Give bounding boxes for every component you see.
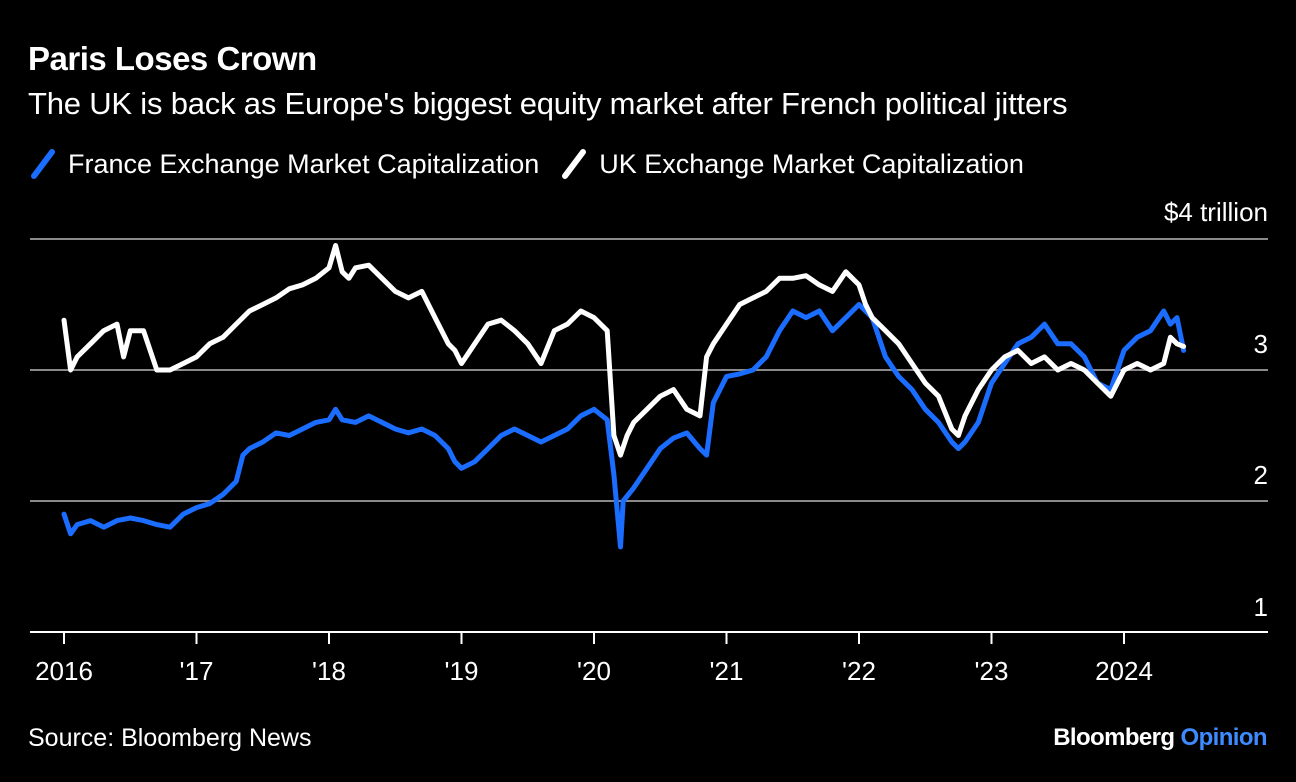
legend-swatch-uk [562, 149, 587, 179]
chart-title: Paris Loses Crown [28, 40, 317, 77]
y-tick-label-1: 1 [1254, 592, 1268, 622]
series-line-uk [61, 243, 1187, 458]
legend-item-uk: UK Exchange Market Capitalization [561, 148, 1024, 180]
y-tick-label-2: 2 [1254, 460, 1268, 490]
x-tick-label-2024: 2024 [1095, 656, 1153, 686]
x-tick-label-2017: '17 [180, 656, 214, 686]
legend-label-uk: UK Exchange Market Capitalization [599, 148, 1024, 179]
legend-label-france: France Exchange Market Capitalization [68, 148, 540, 179]
y-tick-label-4: $4 trillion [1164, 197, 1268, 227]
x-tick-label-2019: '19 [445, 656, 479, 686]
bloomberg-opinion-logo: Bloomberg Opinion [1053, 724, 1267, 752]
x-tick-label-2020: '20 [577, 656, 611, 686]
brand-name: Bloomberg [1053, 724, 1175, 751]
legend-swatch-france [31, 149, 55, 179]
chart-subtitle: The UK is back as Europe's biggest equit… [28, 86, 1068, 121]
x-tick-label-2022: '22 [842, 656, 876, 686]
legend: France Exchange Market Capitalization UK… [30, 148, 1046, 180]
x-tick-label-2018: '18 [312, 656, 346, 686]
x-tick-label-2023: '23 [975, 656, 1009, 686]
y-tick-label-3: 3 [1254, 329, 1268, 359]
x-tick-label-2016: 2016 [35, 656, 93, 686]
brand-suffix: Opinion [1180, 724, 1268, 751]
source-note: Source: Bloomberg News [28, 724, 312, 752]
series-line-france [61, 302, 1187, 550]
legend-item-france: France Exchange Market Capitalization [30, 148, 539, 180]
x-tick-label-2021: '21 [710, 656, 744, 686]
